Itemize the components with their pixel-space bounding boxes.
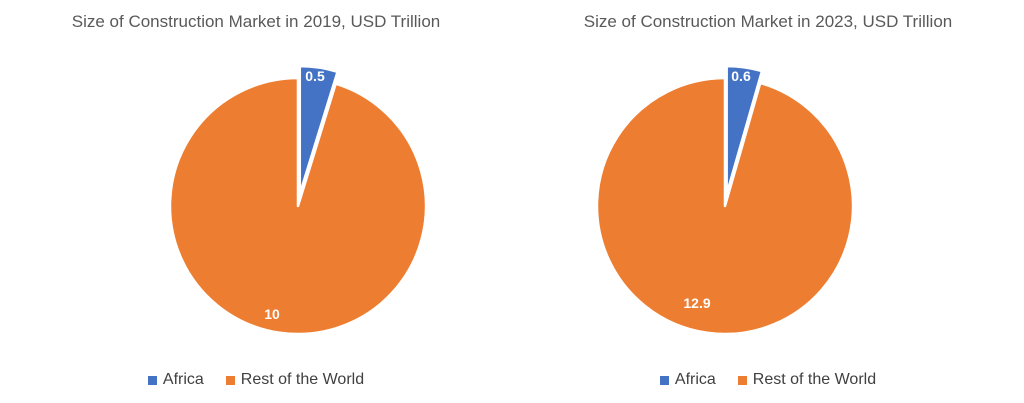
data-label-africa: 0.5 xyxy=(305,68,325,84)
pie-svg: 0.6 12.9 xyxy=(595,64,855,336)
pie-slice-rest-of-the-world xyxy=(595,76,855,336)
legend-swatch-africa xyxy=(147,375,157,385)
legend: Africa Rest of the World xyxy=(512,371,1024,389)
pie-slice-africa xyxy=(725,64,764,196)
legend-swatch-rest-of-world xyxy=(737,375,747,385)
pie-chart-2023: Size of Construction Market in 2023, USD… xyxy=(512,0,1024,403)
legend-label-rest-of-world: Rest of the World xyxy=(752,371,877,388)
pie-chart-2019: Size of Construction Market in 2019, USD… xyxy=(0,12,512,389)
pie-slice-africa xyxy=(298,64,339,196)
legend-label-africa: Africa xyxy=(162,371,204,388)
data-label-africa: 0.6 xyxy=(731,68,751,84)
legend-item-africa: Africa xyxy=(147,371,204,389)
data-label-rest-of-the-world: 10 xyxy=(264,306,280,322)
data-label-rest-of-the-world: 12.9 xyxy=(683,295,710,311)
legend-swatch-africa xyxy=(659,375,669,385)
chart-title: Size of Construction Market in 2019, USD… xyxy=(71,12,441,31)
legend-item-rest-of-world: Rest of the World xyxy=(225,371,365,389)
legend-item-africa: Africa xyxy=(659,371,716,389)
pie-svg: 0.5 10 xyxy=(168,64,428,336)
chart-title: Size of Construction Market in 2023, USD… xyxy=(583,12,953,31)
legend-swatch-rest-of-world xyxy=(225,375,235,385)
legend-label-africa: Africa xyxy=(674,371,716,388)
pie-slice-rest-of-the-world xyxy=(168,76,428,336)
legend-label-rest-of-world: Rest of the World xyxy=(240,371,365,388)
legend: Africa Rest of the World xyxy=(0,371,512,389)
legend-item-rest-of-world: Rest of the World xyxy=(737,371,877,389)
